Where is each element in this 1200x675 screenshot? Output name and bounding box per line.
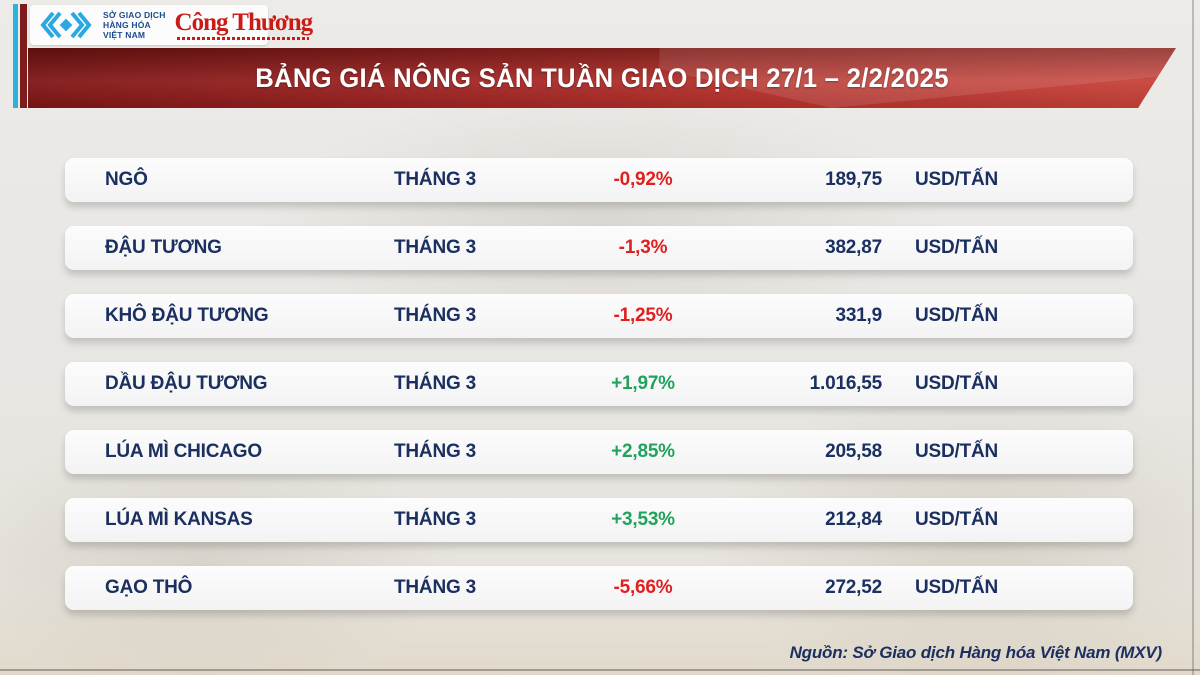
price-change-percent: +3,53% [611,509,675,530]
commodity-name: DẦU ĐẬU TƯƠNG [105,373,268,394]
contract-month: THÁNG 3 [394,509,476,530]
title-banner: BẢNG GIÁ NÔNG SẢN TUẦN GIAO DỊCH 27/1 – … [28,48,1176,108]
price-value: 382,87 [825,237,882,258]
price-value: 189,75 [825,169,882,190]
price-unit: USD/TẤN [915,373,999,394]
price-value: 205,58 [825,441,882,462]
price-change-percent: +1,97% [611,373,675,394]
contract-month: THÁNG 3 [394,237,476,258]
left-accent-stripe-cyan [13,4,18,108]
price-value: 331,9 [835,305,882,326]
frame-edge-bottom [0,669,1200,671]
table-row: DẦU ĐẬU TƯƠNG THÁNG 3 +1,97% 1.016,55 US… [65,362,1133,406]
mxv-logo-line: SỞ GIAO DỊCH [103,9,166,20]
price-unit: USD/TẤN [915,577,999,598]
price-value: 1.016,55 [809,373,883,394]
price-unit: USD/TẤN [915,169,999,190]
frame-edge-right [1192,0,1194,675]
contract-month: THÁNG 3 [394,373,476,394]
contract-month: THÁNG 3 [394,305,476,326]
commodity-name: LÚA MÌ CHICAGO [105,441,262,462]
price-table: NGÔ THÁNG 3 -0,92% 189,75 USD/TẤN ĐẬU TƯ… [65,158,1133,634]
left-accent-stripe-maroon [20,4,27,108]
price-unit: USD/TẤN [915,237,999,258]
source-credit: Nguồn: Sở Giao dịch Hàng hóa Việt Nam (M… [789,643,1163,662]
price-value: 212,84 [825,509,882,530]
commodity-name: KHÔ ĐẬU TƯƠNG [105,305,269,326]
cong-thuong-logo: Công Thương [175,10,313,40]
price-change-percent: -5,66% [613,577,673,598]
price-change-percent: -0,92% [613,169,673,190]
price-change-percent: -1,25% [613,305,673,326]
table-row: NGÔ THÁNG 3 -0,92% 189,75 USD/TẤN [65,158,1133,202]
mxv-chevron-logo-icon [40,11,92,39]
table-row: ĐẬU TƯƠNG THÁNG 3 -1,3% 382,87 USD/TẤN [65,226,1133,270]
cong-thuong-tagline-decoration [176,37,309,40]
contract-month: THÁNG 3 [394,577,476,598]
commodity-name: GẠO THÔ [105,577,193,598]
commodity-name: LÚA MÌ KANSAS [105,509,253,530]
page-title: BẢNG GIÁ NÔNG SẢN TUẦN GIAO DỊCH 27/1 – … [255,62,949,93]
price-unit: USD/TẤN [915,509,999,530]
logo-plate: SỞ GIAO DỊCH HÀNG HÓA VIỆT NAM Công Thươ… [30,5,313,45]
table-row: LÚA MÌ CHICAGO THÁNG 3 +2,85% 205,58 USD… [65,430,1133,474]
contract-month: THÁNG 3 [394,169,476,190]
price-change-percent: +2,85% [611,441,675,462]
commodity-name: ĐẬU TƯƠNG [105,237,222,258]
commodity-name: NGÔ [105,169,148,190]
table-row: LÚA MÌ KANSAS THÁNG 3 +3,53% 212,84 USD/… [65,498,1133,542]
price-change-percent: -1,3% [618,237,668,258]
price-unit: USD/TẤN [915,305,999,326]
contract-month: THÁNG 3 [394,441,476,462]
table-row: GẠO THÔ THÁNG 3 -5,66% 272,52 USD/TẤN [65,566,1133,610]
mxv-logo-text: SỞ GIAO DỊCH HÀNG HÓA VIỆT NAM [103,10,166,41]
price-unit: USD/TẤN [915,441,999,462]
mxv-logo-line: VIỆT NAM [103,30,146,41]
mxv-logo-line: HÀNG HÓA [103,19,151,30]
price-value: 272,52 [825,577,882,598]
cong-thuong-wordmark: Công Thương [174,9,314,36]
table-row: KHÔ ĐẬU TƯƠNG THÁNG 3 -1,25% 331,9 USD/T… [65,294,1133,338]
